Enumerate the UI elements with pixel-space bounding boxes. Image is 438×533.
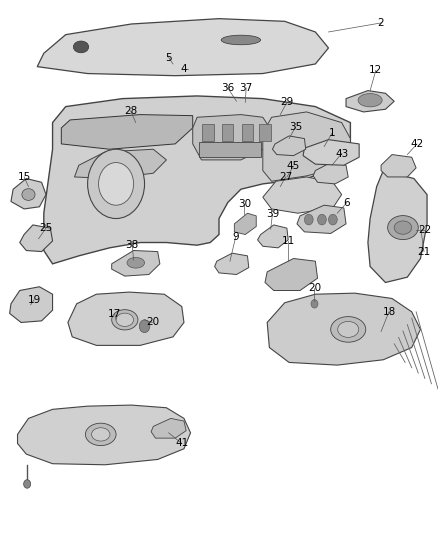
Polygon shape [258,225,288,248]
Polygon shape [44,96,350,264]
Circle shape [99,163,134,205]
Polygon shape [10,287,53,322]
Text: 27: 27 [279,172,292,182]
Polygon shape [265,259,318,290]
Text: 17: 17 [108,310,121,319]
Circle shape [139,320,150,333]
Polygon shape [215,253,249,274]
Polygon shape [234,213,256,235]
Ellipse shape [22,189,35,200]
Polygon shape [20,225,53,252]
Ellipse shape [73,41,88,53]
Ellipse shape [358,93,382,107]
Circle shape [88,149,145,219]
Text: 21: 21 [417,247,431,256]
Text: 30: 30 [238,199,251,208]
Text: 45: 45 [287,161,300,171]
Polygon shape [151,418,186,438]
Polygon shape [112,251,160,276]
Ellipse shape [92,427,110,441]
Text: 2: 2 [378,18,385,28]
Text: 15: 15 [18,172,31,182]
Polygon shape [68,292,184,345]
Text: 5: 5 [165,53,172,62]
Text: 42: 42 [410,139,424,149]
Text: 37: 37 [240,83,253,93]
Text: 18: 18 [382,307,396,317]
Circle shape [318,214,326,225]
Text: 1: 1 [328,128,336,138]
Ellipse shape [221,35,261,45]
Polygon shape [313,163,348,184]
Polygon shape [263,177,342,213]
Polygon shape [74,149,166,179]
Text: 25: 25 [39,223,53,233]
Ellipse shape [394,221,412,235]
Text: 38: 38 [126,240,139,250]
Bar [202,124,214,141]
Text: 9: 9 [232,232,239,242]
Circle shape [304,214,313,225]
Text: 6: 6 [343,198,350,207]
Polygon shape [381,155,416,177]
Polygon shape [272,136,306,156]
Ellipse shape [112,310,138,330]
Text: 4: 4 [180,64,187,74]
Ellipse shape [116,313,134,326]
Ellipse shape [85,423,116,446]
Polygon shape [303,140,359,165]
Bar [199,142,261,157]
Circle shape [311,300,318,308]
Polygon shape [267,293,420,365]
Text: 35: 35 [289,122,302,132]
Polygon shape [18,405,191,465]
Polygon shape [297,205,346,233]
Polygon shape [11,179,46,209]
Text: 11: 11 [282,236,295,246]
Text: 29: 29 [280,98,293,107]
Circle shape [24,480,31,488]
Bar [242,124,253,141]
Text: 41: 41 [175,439,188,448]
Bar [259,124,271,141]
Ellipse shape [338,321,359,337]
Polygon shape [346,91,394,112]
Polygon shape [61,115,193,149]
Ellipse shape [127,257,145,268]
Text: 19: 19 [28,295,41,304]
Text: 22: 22 [418,225,431,235]
Text: 43: 43 [335,149,348,158]
Bar [222,124,233,141]
Polygon shape [368,171,427,282]
Ellipse shape [331,317,366,342]
Circle shape [328,214,337,225]
Text: 39: 39 [266,209,279,219]
Text: 12: 12 [369,66,382,75]
Polygon shape [37,19,329,76]
Ellipse shape [388,215,418,240]
Text: 28: 28 [124,106,137,116]
Text: 36: 36 [221,83,234,93]
Text: 20: 20 [308,283,321,293]
Polygon shape [263,112,350,181]
Polygon shape [193,115,272,160]
Text: 20: 20 [146,318,159,327]
